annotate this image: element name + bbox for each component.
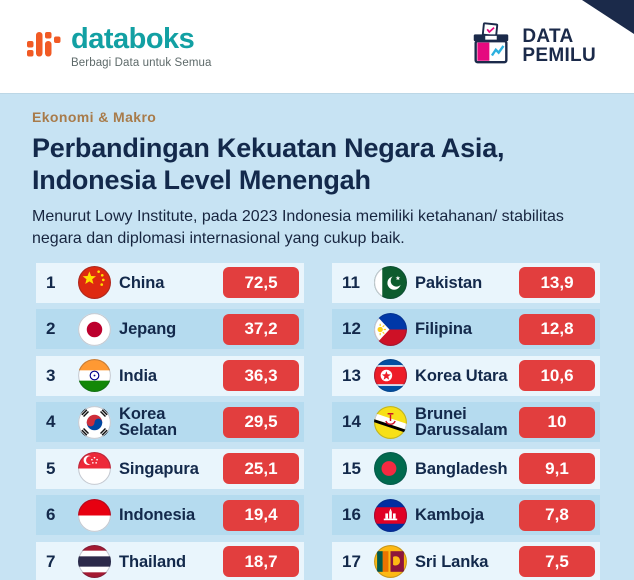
subtitle: Menurut Lowy Institute, pada 2023 Indone… (32, 207, 564, 247)
country-name: China (119, 273, 165, 292)
country-name: Thailand (119, 552, 187, 571)
sri-lanka-flag-icon (374, 545, 407, 579)
score-badge: 10 (519, 406, 595, 438)
indonesia-flag-icon (78, 498, 111, 532)
country-name: Jepang (119, 320, 177, 339)
country-name: India (119, 366, 158, 385)
score-badge: 37,2 (223, 313, 299, 345)
ballot-box-icon (468, 21, 514, 72)
philippines-flag-icon (374, 312, 407, 346)
country-name: Sri Lanka (415, 552, 489, 571)
rank-number: 4 (46, 412, 56, 432)
data-pemilu-line1: DATA (522, 25, 574, 47)
table-row: 12 Filipina 12,8 (332, 309, 600, 350)
rank-number: 5 (46, 458, 56, 478)
score-badge: 29,5 (223, 406, 299, 438)
score-badge: 72,5 (223, 267, 299, 299)
data-pemilu-line2: PEMILU (522, 44, 596, 66)
score-badge: 13,9 (519, 267, 595, 299)
country-name: Filipina (415, 320, 472, 339)
table-row: 11 Pakistan 13,9 (332, 262, 600, 303)
score-badge: 9,1 (519, 453, 595, 485)
score-badge: 25,1 (223, 453, 299, 485)
table-row: 2 Jepang 37,2 (36, 309, 304, 350)
japan-flag-icon (78, 312, 111, 346)
score-badge: 7,5 (519, 546, 595, 578)
brunei-flag-icon (374, 405, 407, 439)
bangladesh-flag-icon (374, 452, 407, 486)
south-korea-flag-icon (78, 405, 111, 439)
table-row: 1 China 72,5 (36, 262, 304, 303)
brand-name: databoks (71, 22, 195, 55)
table-row: 7 Thailand 18,7 (36, 541, 304, 580)
rank-number: 2 (46, 319, 56, 339)
rank-number: 16 (342, 505, 361, 525)
table-row: 17 Sri Lanka 7,5 (332, 541, 600, 580)
data-pemilu-wordmark: DATA PEMILU (522, 25, 596, 66)
table-row: 4 Korea Selatan 29,5 (36, 402, 304, 443)
cambodia-flag-icon (374, 498, 407, 532)
thailand-flag-icon (78, 545, 111, 579)
rank-number: 14 (342, 412, 361, 432)
country-name: Korea Utara (415, 366, 508, 385)
data-pemilu-logo: DATA PEMILU (468, 21, 596, 72)
header: databoks Berbagi Data untuk Semua (0, 0, 634, 93)
table-row: 13 Korea Utara 10,6 (332, 355, 600, 396)
rank-number: 3 (46, 365, 56, 385)
country-name: Brunei Darussalam (415, 404, 508, 440)
ranking-list: 1 China 72,5 2 Jepang 37,2 3 India 36,3 (36, 262, 604, 580)
rank-number: 12 (342, 319, 361, 339)
ranking-column-right: 11 Pakistan 13,9 12 Filipina 12,8 13 Kor… (332, 262, 600, 580)
rank-number: 6 (46, 505, 56, 525)
score-badge: 7,8 (519, 499, 595, 531)
rank-number: 13 (342, 365, 361, 385)
country-name: Indonesia (119, 506, 196, 525)
score-badge: 12,8 (519, 313, 595, 345)
north-korea-flag-icon (374, 359, 407, 393)
india-flag-icon (78, 359, 111, 393)
table-row: 3 India 36,3 (36, 355, 304, 396)
country-name: Kamboja (415, 506, 484, 525)
score-badge: 18,7 (223, 546, 299, 578)
brand-text: databoks Berbagi Data untuk Semua (71, 22, 212, 69)
databoks-logo: databoks Berbagi Data untuk Semua (26, 22, 212, 69)
rank-number: 7 (46, 551, 56, 571)
rank-number: 15 (342, 458, 361, 478)
rank-number: 1 (46, 272, 56, 292)
table-row: 15 Bangladesh 9,1 (332, 448, 600, 489)
rank-number: 11 (342, 272, 360, 292)
score-badge: 36,3 (223, 360, 299, 392)
category-label: Ekonomi & Makro (32, 109, 157, 125)
score-badge: 10,6 (519, 360, 595, 392)
country-name: Korea Selatan (119, 404, 177, 440)
ranking-column-left: 1 China 72,5 2 Jepang 37,2 3 India 36,3 (36, 262, 304, 580)
page-title: Perbandingan Kekuatan Negara Asia, Indon… (32, 133, 505, 196)
score-badge: 19,4 (223, 499, 299, 531)
brand-tagline: Berbagi Data untuk Semua (71, 56, 212, 69)
databoks-logo-icon (26, 26, 62, 67)
china-flag-icon (78, 266, 111, 300)
table-row: 5 Singapura 25,1 (36, 448, 304, 489)
country-name: Pakistan (415, 273, 483, 292)
rank-number: 17 (342, 551, 361, 571)
table-row: 14 Brunei Darussalam 10 (332, 402, 600, 443)
table-row: 16 Kamboja 7,8 (332, 495, 600, 536)
country-name: Bangladesh (415, 459, 508, 478)
table-row: 6 Indonesia 19,4 (36, 495, 304, 536)
pakistan-flag-icon (374, 266, 407, 300)
singapore-flag-icon (78, 452, 111, 486)
content: Ekonomi & Makro Perbandingan Kekuatan Ne… (0, 93, 634, 580)
country-name: Singapura (119, 459, 199, 478)
